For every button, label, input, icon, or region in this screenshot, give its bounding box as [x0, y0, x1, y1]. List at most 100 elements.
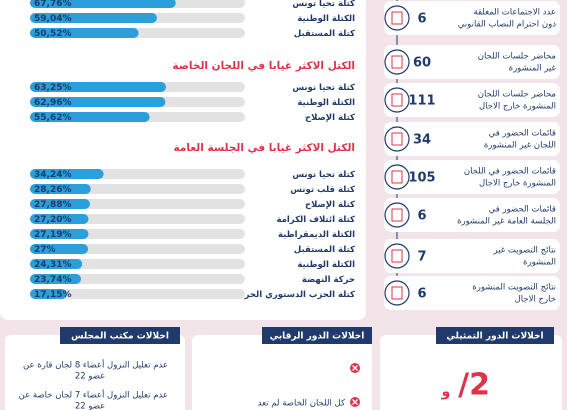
stat-value: 34	[413, 133, 431, 148]
stat-icon	[384, 49, 410, 75]
stat-icon-glyph	[391, 208, 403, 222]
category-label: الكتلة الوطنية	[297, 260, 355, 270]
category-label: الكتلة الوطنية	[297, 14, 355, 24]
panel-title: اخلالات الدور الرقابي	[270, 332, 365, 342]
stat-icon	[384, 164, 410, 190]
category-label: كتلة ائتلاف الكرامة	[276, 215, 355, 225]
bar	[30, 0, 176, 8]
stat-icon	[384, 87, 410, 113]
panel-header	[436, 327, 554, 344]
chart-title: الكتل الاكثر غيابا في الجلسة العامة	[174, 142, 355, 154]
value-label: 24,31%	[34, 260, 72, 270]
stat-icon-glyph	[391, 11, 403, 25]
value-label: 50,52%	[34, 29, 72, 39]
stat-card	[384, 198, 560, 232]
bar	[30, 289, 67, 299]
value-label: 27,19%	[34, 230, 72, 240]
value-label: 23,74%	[34, 275, 72, 285]
bar	[30, 112, 150, 122]
value-label: 27,88%	[34, 200, 72, 210]
stat-value: 6	[417, 12, 426, 27]
x-icon	[352, 399, 358, 405]
representative-figure: /2	[458, 368, 490, 403]
stat-card	[384, 239, 560, 273]
bar	[30, 244, 89, 254]
stat-label: خارج الاجال	[515, 295, 556, 305]
stat-value: 111	[408, 94, 435, 109]
representative-prefix: و	[441, 384, 451, 400]
stat-label: اللجان غير المنشورة	[484, 141, 556, 151]
bar-track	[30, 274, 245, 284]
stat-label: غير المنشورة	[509, 64, 557, 74]
bar	[30, 229, 89, 239]
bar	[30, 28, 139, 38]
bar	[30, 259, 83, 269]
panel-header	[262, 327, 372, 344]
stat-label: عدد الاجتماعات المغلقة	[473, 8, 556, 18]
stat-label: قائمات الحضور في	[489, 129, 556, 139]
stat-icon	[384, 126, 410, 152]
bar	[30, 214, 89, 224]
panel-text: 22 عضو	[75, 402, 105, 410]
bar	[30, 184, 91, 194]
x-icon	[352, 365, 358, 371]
bar	[30, 97, 166, 107]
stat-card	[384, 45, 560, 79]
value-label: 67,76%	[34, 0, 72, 9]
category-label: كتلة تحيا تونس	[292, 0, 355, 9]
stat-card	[384, 122, 560, 156]
panel-header	[60, 327, 180, 344]
category-label: كتلة الحزب الدستوري الحر	[244, 290, 355, 300]
stat-value: 60	[413, 56, 431, 71]
stat-label: الجلسة العامة غير المنشورة	[457, 217, 556, 227]
panel-title: اخلالات مكتب المجلس	[71, 332, 169, 342]
category-label: الكتلة الوطنية	[297, 98, 355, 108]
stat-card	[384, 160, 560, 194]
bar	[30, 274, 82, 284]
stat-icon	[384, 202, 410, 228]
bar	[30, 82, 166, 92]
category-label: حركة النهضة	[302, 275, 355, 285]
panel-text: 22 عضو	[75, 372, 105, 382]
value-label: 34,24%	[34, 170, 72, 180]
bar	[30, 13, 157, 23]
stat-label: دون احترام النصاب القانوني	[458, 20, 556, 30]
stat-value: 105	[408, 171, 435, 186]
value-label: 27%	[34, 245, 56, 255]
category-label: كتلة المستقبل	[294, 245, 355, 255]
value-label: 27,20%	[34, 215, 72, 225]
oversight-panel	[192, 335, 372, 410]
category-label: كتلة قلب تونس	[290, 185, 355, 195]
panel-text: عدم تعليل النزول أعضاء 8 لجان قارة عن	[23, 359, 168, 371]
stat-icon-glyph	[391, 286, 403, 300]
stat-card	[384, 83, 560, 117]
stat-value: 7	[417, 250, 426, 265]
category-label: كتلة الإصلاح	[305, 113, 355, 123]
left-panel	[0, 0, 366, 320]
stat-label: نتائج التصويت المنشورة	[472, 283, 556, 293]
category-label: كتلة تحيا تونس	[292, 83, 355, 93]
stat-label: المنشورة	[523, 258, 556, 268]
stat-icon	[384, 280, 410, 306]
stat-label: نتائج التصويت غير	[493, 246, 556, 256]
stat-icon-glyph	[391, 249, 403, 263]
stat-icon	[384, 243, 410, 269]
category-label: الكتلة الديمقراطية	[278, 230, 355, 240]
panel-text: عدم تعليل النزول أعضاء 7 لجان خاصة عن	[19, 389, 168, 401]
value-label: 62,96%	[34, 98, 72, 108]
bar-track	[30, 259, 245, 269]
stat-label: قائمات الحضور في اللجان	[464, 167, 556, 177]
bureau-panel	[5, 335, 185, 410]
panel-text: كل اللجان الخاصة لم تعد	[258, 399, 346, 409]
stat-card	[384, 276, 560, 310]
bar	[30, 199, 90, 209]
chart-title: الكتل الاكثر غيابا في اللجان الخاصة	[172, 60, 355, 72]
stat-icon-glyph	[391, 93, 403, 107]
stat-icon-glyph	[391, 170, 403, 184]
stat-icon-glyph	[391, 55, 403, 69]
representative-panel	[380, 335, 562, 410]
stat-label: المنشورة خارج الاجال	[479, 102, 556, 112]
category-label: كتلة الإصلاح	[305, 200, 355, 210]
